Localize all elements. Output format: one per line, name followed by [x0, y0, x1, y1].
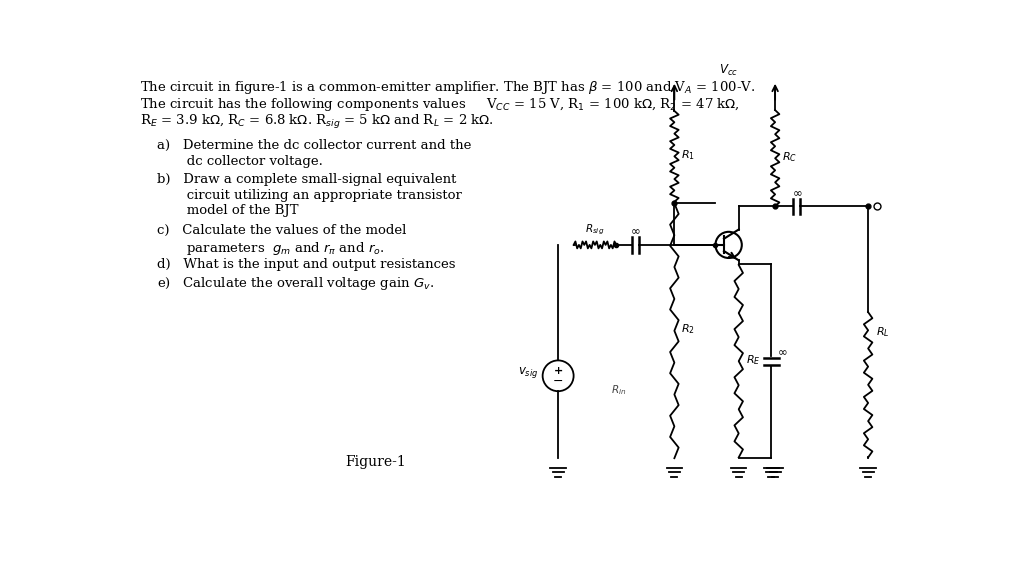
Text: +: + — [554, 366, 563, 376]
Text: $R_E$: $R_E$ — [745, 353, 760, 367]
Text: R$_E$ = 3.9 k$\Omega$, R$_C$ = 6.8 k$\Omega$. R$_{sig}$ = 5 k$\Omega$ and R$_L$ : R$_E$ = 3.9 k$\Omega$, R$_C$ = 6.8 k$\Om… — [139, 113, 494, 131]
Text: $R_{in}$: $R_{in}$ — [610, 384, 626, 397]
Text: model of the BJT: model of the BJT — [158, 204, 299, 217]
Text: The circuit has the following components values     V$_{CC}$ = 15 V, R$_1$ = 100: The circuit has the following components… — [139, 96, 739, 114]
Text: $V_{cc}$: $V_{cc}$ — [719, 63, 738, 78]
Text: dc collector voltage.: dc collector voltage. — [158, 155, 324, 168]
Text: d)   What is the input and output resistances: d) What is the input and output resistan… — [158, 258, 456, 271]
Text: −: − — [553, 375, 563, 388]
Text: Figure-1: Figure-1 — [346, 455, 407, 469]
Text: $R_{sig}$: $R_{sig}$ — [586, 223, 604, 237]
Text: $R_C$: $R_C$ — [782, 150, 798, 164]
Text: a)   Determine the dc collector current and the: a) Determine the dc collector current an… — [158, 140, 472, 153]
Text: The circuit in figure-1 is a common-emitter amplifier. The BJT has $\beta$ = 100: The circuit in figure-1 is a common-emit… — [139, 79, 755, 97]
Text: $v_{sig}$: $v_{sig}$ — [517, 365, 538, 380]
Text: $\infty$: $\infty$ — [792, 186, 802, 199]
Text: c)   Calculate the values of the model: c) Calculate the values of the model — [158, 224, 407, 237]
Text: $R_2$: $R_2$ — [681, 322, 695, 336]
Text: $R_1$: $R_1$ — [681, 148, 695, 162]
Text: e)   Calculate the overall voltage gain $G_v$.: e) Calculate the overall voltage gain $G… — [158, 275, 435, 292]
Text: $\infty$: $\infty$ — [777, 345, 787, 358]
Text: $R_L$: $R_L$ — [876, 325, 890, 339]
Text: $\infty$: $\infty$ — [631, 224, 641, 237]
Text: circuit utilizing an appropriate transistor: circuit utilizing an appropriate transis… — [158, 189, 462, 202]
Text: b)   Draw a complete small-signal equivalent: b) Draw a complete small-signal equivale… — [158, 173, 457, 186]
Text: parameters  $g_m$ and $r_\pi$ and $r_o$.: parameters $g_m$ and $r_\pi$ and $r_o$. — [158, 240, 385, 257]
